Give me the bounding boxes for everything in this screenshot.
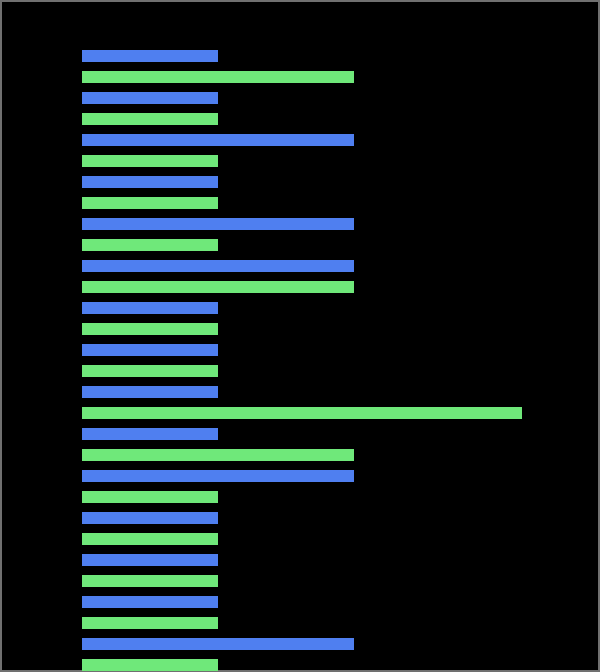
bar-row	[82, 71, 522, 83]
bar-row	[82, 260, 522, 272]
bar	[82, 344, 218, 356]
bar	[82, 575, 218, 587]
bar	[82, 596, 218, 608]
bar-row	[82, 281, 522, 293]
bar-row	[82, 491, 522, 503]
bar-row	[82, 113, 522, 125]
bar-row	[82, 239, 522, 251]
bar	[82, 512, 218, 524]
bar-row	[82, 596, 522, 608]
bar-row	[82, 218, 522, 230]
bar-row	[82, 575, 522, 587]
bar	[82, 218, 354, 230]
bar	[82, 176, 218, 188]
horizontal-bar-chart	[82, 50, 522, 672]
bar	[82, 428, 218, 440]
bar-row	[82, 323, 522, 335]
bar-row	[82, 512, 522, 524]
bar	[82, 533, 218, 545]
bar-row	[82, 134, 522, 146]
bar	[82, 92, 218, 104]
chart-frame	[0, 0, 600, 672]
bar	[82, 197, 218, 209]
bar-row	[82, 428, 522, 440]
bar-row	[82, 344, 522, 356]
bar	[82, 638, 354, 650]
bar	[82, 302, 218, 314]
bar	[82, 71, 354, 83]
bar-row	[82, 617, 522, 629]
bar	[82, 659, 218, 671]
bar	[82, 281, 354, 293]
bar-row	[82, 470, 522, 482]
bar-row	[82, 155, 522, 167]
bar	[82, 617, 218, 629]
bar	[82, 50, 218, 62]
bar	[82, 113, 218, 125]
bar-row	[82, 92, 522, 104]
bar	[82, 386, 218, 398]
bar-row	[82, 197, 522, 209]
bar-row	[82, 365, 522, 377]
bar-row	[82, 176, 522, 188]
bar-row	[82, 659, 522, 671]
bar-row	[82, 407, 522, 419]
bar	[82, 134, 354, 146]
bar	[82, 365, 218, 377]
bar-row	[82, 302, 522, 314]
bar-row	[82, 533, 522, 545]
bar	[82, 407, 522, 419]
bar	[82, 491, 218, 503]
bar-row	[82, 554, 522, 566]
bar	[82, 260, 354, 272]
bar-row	[82, 449, 522, 461]
bar	[82, 449, 354, 461]
bar	[82, 155, 218, 167]
bar	[82, 239, 218, 251]
bar	[82, 554, 218, 566]
bar-row	[82, 50, 522, 62]
bar	[82, 323, 218, 335]
bar-row	[82, 638, 522, 650]
bar	[82, 470, 354, 482]
bar-row	[82, 386, 522, 398]
